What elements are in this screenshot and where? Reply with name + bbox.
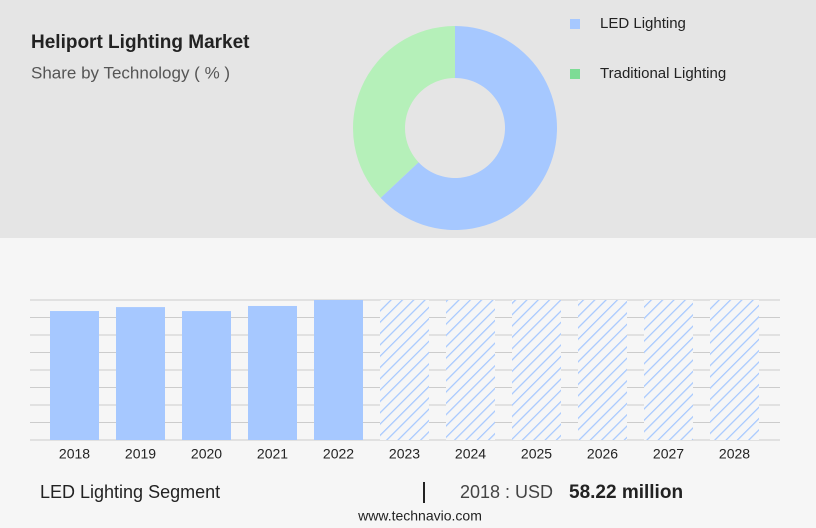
value-label: 58.22 million bbox=[569, 482, 683, 503]
legend-label: LED Lighting bbox=[600, 15, 686, 32]
forecast-bar bbox=[512, 300, 561, 440]
donut-slice bbox=[353, 26, 455, 198]
forecast-bar bbox=[446, 300, 495, 440]
x-tick-label: 2019 bbox=[125, 446, 156, 462]
forecast-bar bbox=[710, 300, 759, 440]
x-tick-label: 2021 bbox=[257, 446, 288, 462]
forecast-bar bbox=[644, 300, 693, 440]
donut-slice bbox=[380, 26, 557, 230]
legend-label: Traditional Lighting bbox=[600, 65, 726, 82]
x-tick-label: 2025 bbox=[521, 446, 552, 462]
forecast-bar bbox=[578, 300, 627, 440]
year-label: 2018 : USD bbox=[460, 482, 553, 502]
website: www.technavio.com bbox=[357, 508, 482, 524]
x-tick-label: 2028 bbox=[719, 446, 750, 462]
x-tick-label: 2023 bbox=[389, 446, 420, 462]
x-tick-label: 2027 bbox=[653, 446, 684, 462]
legend-swatch bbox=[570, 69, 580, 79]
title: Heliport Lighting Market bbox=[31, 32, 250, 53]
x-tick-label: 2022 bbox=[323, 446, 354, 462]
bar bbox=[248, 305, 297, 440]
subtitle: Share by Technology ( % ) bbox=[31, 63, 230, 82]
x-tick-label: 2020 bbox=[191, 446, 222, 462]
bar bbox=[182, 311, 231, 440]
segment-label: LED Lighting Segment bbox=[40, 482, 220, 502]
legend-swatch bbox=[570, 19, 580, 29]
x-tick-label: 2018 bbox=[59, 446, 90, 462]
bar bbox=[116, 307, 165, 440]
forecast-bar bbox=[380, 300, 429, 440]
bar bbox=[50, 311, 99, 440]
x-tick-label: 2024 bbox=[455, 446, 486, 462]
bar bbox=[314, 300, 363, 440]
x-tick-label: 2026 bbox=[587, 446, 618, 462]
